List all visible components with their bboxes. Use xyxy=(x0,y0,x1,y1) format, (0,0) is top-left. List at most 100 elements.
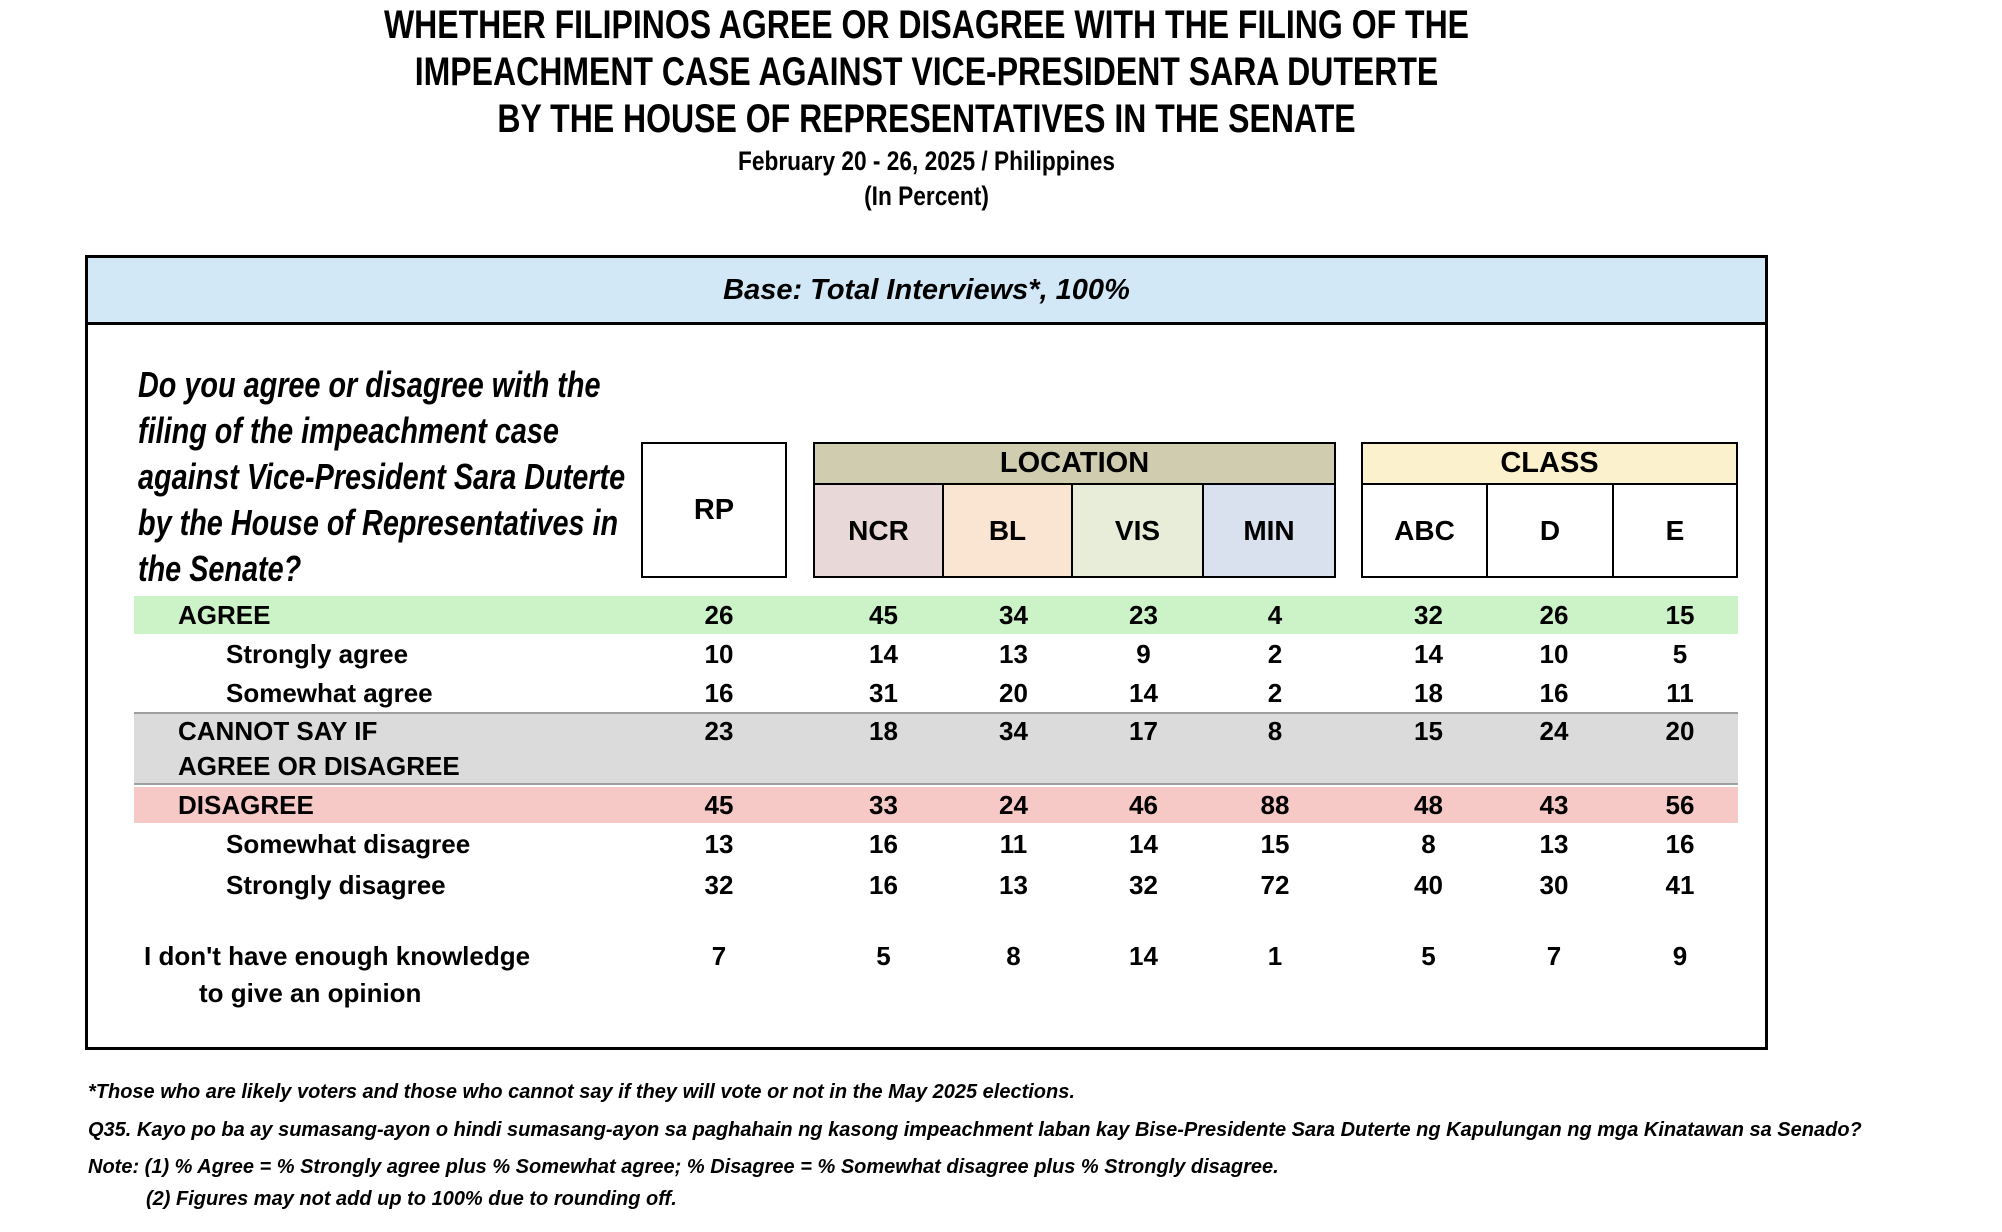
value-cell-d: 30 xyxy=(1539,869,1569,900)
value-cell-d: 24 xyxy=(1539,716,1569,746)
value-cell-e: 15 xyxy=(1665,599,1695,630)
row-label-line-2: to give an opinion xyxy=(199,978,422,1008)
column-header-rp: RP xyxy=(641,442,787,578)
value-cell-abc: 15 xyxy=(1414,716,1443,746)
value-cell-min: 1 xyxy=(1267,941,1283,971)
location-subheaders: NCR BL VIS MIN xyxy=(815,485,1334,576)
question-text: Do you agree or disagree with the filing… xyxy=(138,362,698,592)
value-cell-rp: 45 xyxy=(704,789,734,820)
table-row-somewhat-agree: Somewhat agree 16 31 20 14 2 18 16 11 xyxy=(134,674,1738,712)
footnote-asterisk: *Those who are likely voters and those w… xyxy=(88,1081,1075,1103)
value-cell-e: 5 xyxy=(1672,638,1688,669)
value-cell-vis: 9 xyxy=(1136,638,1151,669)
page-title-line-2: IMPEACHMENT CASE AGAINST VICE-PRESIDENT … xyxy=(414,50,1439,94)
value-cell-rp: 7 xyxy=(711,941,727,971)
column-group-class: CLASS ABC D E xyxy=(1361,442,1738,578)
value-cell-vis: 23 xyxy=(1129,599,1158,630)
table-row-strongly-disagree: Strongly disagree 32 16 13 32 72 40 30 4… xyxy=(134,865,1738,905)
value-cell-rp: 13 xyxy=(704,828,734,859)
class-subheaders: ABC D E xyxy=(1363,485,1736,576)
row-label: Strongly disagree xyxy=(226,869,446,900)
column-header-bl: BL xyxy=(944,485,1073,576)
value-cell-d: 26 xyxy=(1539,599,1569,630)
value-cell-bl: 13 xyxy=(999,638,1028,669)
value-cell-e: 16 xyxy=(1665,828,1695,859)
value-cell-vis: 14 xyxy=(1129,828,1158,859)
value-cell-abc: 5 xyxy=(1421,941,1436,971)
value-cell-ncr: 16 xyxy=(869,828,898,859)
row-label: DISAGREE xyxy=(178,789,314,820)
table-row-agree: AGREE 26 45 34 23 4 32 26 15 xyxy=(134,596,1738,634)
location-group-title: LOCATION xyxy=(815,444,1334,485)
base-text: Base: Total Interviews*, 100% xyxy=(723,273,1130,306)
value-cell-vis: 17 xyxy=(1129,716,1158,746)
value-cell-abc: 32 xyxy=(1414,599,1443,630)
value-cell-bl: 11 xyxy=(999,828,1028,859)
table-row-strongly-agree: Strongly agree 10 14 13 9 2 14 10 5 xyxy=(134,634,1738,674)
value-cell-min: 72 xyxy=(1260,869,1290,900)
value-cell-rp: 10 xyxy=(704,638,734,669)
row-label-line-1: I don't have enough knowledge xyxy=(144,941,531,971)
value-cell-bl: 34 xyxy=(999,599,1028,630)
value-cell-min: 8 xyxy=(1267,716,1283,746)
question-line: by the House of Representatives in xyxy=(138,502,619,543)
value-cell-vis: 32 xyxy=(1129,869,1158,900)
value-cell-bl: 24 xyxy=(999,789,1028,820)
class-group-title: CLASS xyxy=(1363,444,1736,485)
row-label: CANNOT SAY IF AGREE OR DISAGREE xyxy=(134,714,641,784)
value-cell-min: 15 xyxy=(1260,828,1290,859)
value-cell-min: 2 xyxy=(1267,638,1283,669)
row-label-line-2: AGREE OR DISAGREE xyxy=(178,751,460,781)
value-cell-abc: 48 xyxy=(1414,789,1443,820)
unit-note: (In Percent) xyxy=(864,181,989,211)
column-group-location: LOCATION NCR BL VIS MIN xyxy=(813,442,1336,578)
value-cell-e: 56 xyxy=(1665,789,1695,820)
value-cell-abc: 40 xyxy=(1414,869,1443,900)
column-header-e: E xyxy=(1614,485,1736,576)
footnote-q35: Q35. Kayo po ba ay sumasang-ayon o hindi… xyxy=(88,1119,1862,1141)
value-cell-ncr: 18 xyxy=(869,716,898,746)
row-label: Somewhat disagree xyxy=(226,828,471,859)
value-cell-e: 20 xyxy=(1665,716,1695,746)
value-cell-e: 9 xyxy=(1672,941,1688,971)
table-row-disagree: DISAGREE 45 33 24 46 88 48 43 56 xyxy=(134,787,1738,823)
column-header-min: MIN xyxy=(1204,485,1334,576)
value-cell-e: 41 xyxy=(1665,869,1695,900)
page-title-line-3: BY THE HOUSE OF REPRESENTATIVES IN THE S… xyxy=(497,97,1356,141)
question-line: Do you agree or disagree with the xyxy=(138,364,601,405)
value-cell-bl: 34 xyxy=(999,716,1028,746)
question-line: against Vice-President Sara Duterte xyxy=(138,456,626,497)
table-row-somewhat-disagree: Somewhat disagree 13 16 11 14 15 8 13 16 xyxy=(134,823,1738,865)
column-header-vis: VIS xyxy=(1073,485,1204,576)
survey-period: February 20 - 26, 2025 / Philippines xyxy=(738,146,1115,176)
value-cell-min: 4 xyxy=(1267,599,1283,630)
value-cell-rp: 32 xyxy=(704,869,734,900)
value-cell-bl: 8 xyxy=(1006,941,1021,971)
value-cell-e: 11 xyxy=(1666,677,1694,708)
value-cell-d: 16 xyxy=(1539,677,1569,708)
value-cell-ncr: 45 xyxy=(869,599,898,630)
value-cell-ncr: 14 xyxy=(869,638,898,669)
value-cell-d: 10 xyxy=(1539,638,1569,669)
footnote-note-2: (2) Figures may not add up to 100% due t… xyxy=(146,1188,677,1210)
value-cell-d: 7 xyxy=(1546,941,1562,971)
value-cell-rp: 16 xyxy=(704,677,734,708)
column-header-ncr: NCR xyxy=(815,485,944,576)
value-cell-ncr: 33 xyxy=(869,789,898,820)
value-cell-bl: 20 xyxy=(999,677,1028,708)
table-row-cannot-say: CANNOT SAY IF AGREE OR DISAGREE 23 18 34… xyxy=(134,712,1738,785)
value-cell-vis: 14 xyxy=(1129,677,1158,708)
value-cell-ncr: 5 xyxy=(876,941,891,971)
value-cell-abc: 18 xyxy=(1414,677,1443,708)
value-cell-ncr: 31 xyxy=(869,677,898,708)
value-cell-min: 2 xyxy=(1267,677,1283,708)
value-cell-vis: 46 xyxy=(1129,789,1158,820)
question-line: the Senate? xyxy=(138,548,302,589)
table-row-no-knowledge: I don't have enough knowledge to give an… xyxy=(134,938,1738,1014)
value-cell-rp: 26 xyxy=(704,599,734,630)
value-cell-min: 88 xyxy=(1260,789,1290,820)
column-header-abc: ABC xyxy=(1363,485,1488,576)
base-bar: Base: Total Interviews*, 100% xyxy=(85,255,1768,325)
value-cell-d: 43 xyxy=(1539,789,1569,820)
